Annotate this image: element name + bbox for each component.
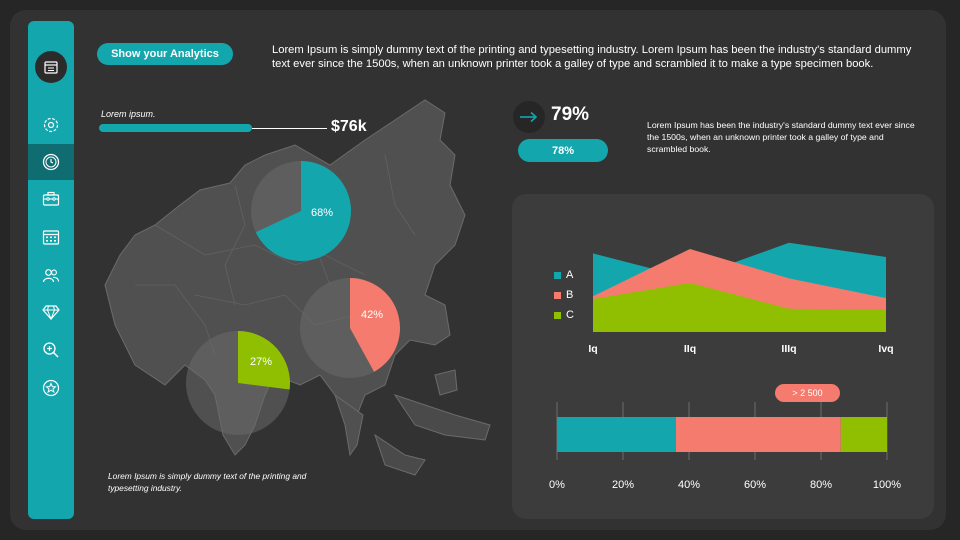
kpi-pill: 78% [518,139,608,162]
progress-line [252,128,327,129]
area-series-c [593,282,886,332]
arrow-right-icon [513,101,545,133]
legend-item-b: B [554,285,574,305]
legend-item-a: A [554,265,574,285]
star-icon[interactable] [28,370,74,406]
kpi-description: Lorem Ipsum has been the industry's stan… [647,120,915,154]
pie-label-68: 68% [310,207,334,219]
x-tick-label: IIq [683,343,697,355]
percent-tick-label: 0% [549,479,565,491]
progress-bar [99,124,327,132]
intro-text: Lorem Ipsum is simply dummy text of the … [272,44,912,70]
map-peninsula-south [334,393,364,457]
legend-swatch-a [554,271,561,279]
asia-map [104,99,491,476]
users-icon[interactable] [28,257,74,293]
percent-tick-label: 20% [611,479,635,491]
kpi-value: 79% [551,104,590,125]
x-tick-label: Iq [588,343,598,355]
metric-value: $76k [331,118,367,135]
pie-label-42: 42% [360,309,384,321]
threshold-badge: > 2 500 [775,384,840,402]
legend-swatch-c [554,311,561,319]
calendar-grid-icon[interactable] [28,219,74,255]
gear-icon[interactable] [28,107,74,143]
legend-label-b: B [566,289,574,301]
legend-swatch-b [554,291,561,299]
legend-label-c: C [566,309,574,321]
bar-segment-3 [840,417,887,452]
metric-label: Lorem ipsum. [101,109,156,119]
x-tick-label: Ivq [878,343,894,355]
legend-label-a: A [566,269,574,281]
percent-tick-label: 60% [743,479,767,491]
map-islands [374,369,491,476]
legend-item-c: C [554,305,574,325]
percent-tick-label: 100% [872,479,902,491]
bottom-note: Lorem Ipsum is simply dummy text of the … [108,471,307,493]
calendar-icon[interactable] [35,51,67,83]
sidebar-header [28,21,74,107]
sidebar [28,21,74,519]
analytics-title-pill: Show your Analytics [97,43,233,65]
percent-tick-label: 80% [809,479,833,491]
toolbox-icon[interactable] [28,181,74,217]
clock-icon[interactable] [28,144,74,180]
percent-tick-label: 40% [677,479,701,491]
bar-segment-2 [675,417,841,452]
stacked-bar-chart [556,402,888,460]
diamond-icon[interactable] [28,294,74,330]
zoom-in-icon[interactable] [28,332,74,368]
bar-segment-1 [557,417,676,452]
pie-label-27: 27% [249,356,273,368]
chart-panel [512,194,934,519]
x-tick-label: IIIq [781,343,797,355]
chart-legend: A B C [554,265,574,325]
progress-fill [99,124,252,132]
area-chart [593,242,886,332]
